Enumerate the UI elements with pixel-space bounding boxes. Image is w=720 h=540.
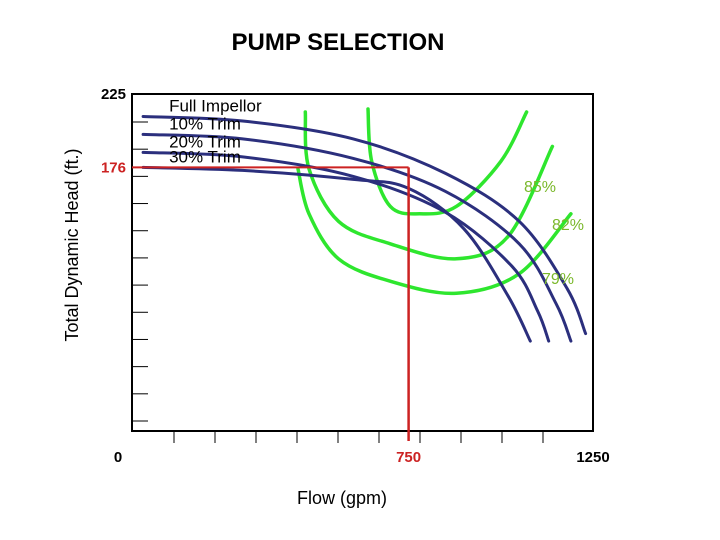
x-tick-label: 0 bbox=[114, 449, 122, 466]
pump-curve-label: 20% Trim bbox=[169, 132, 241, 151]
pump-curve bbox=[141, 115, 588, 336]
x-axis-label: Flow (gpm) bbox=[297, 488, 387, 508]
pump-curve-label: 10% Trim bbox=[169, 114, 241, 133]
pump-curve-label: 30% Trim bbox=[169, 147, 241, 166]
curves bbox=[132, 107, 588, 441]
pump-curve bbox=[141, 150, 551, 343]
efficiency-curve bbox=[366, 107, 529, 216]
x-tick-label: 750 bbox=[396, 449, 421, 466]
efficiency-curve bbox=[303, 110, 555, 261]
pump-curve bbox=[141, 132, 573, 343]
efficiency-label: 85% bbox=[524, 179, 556, 196]
plot-area bbox=[131, 93, 594, 432]
tick-marks bbox=[132, 121, 544, 443]
y-axis-label: Total Dynamic Head (ft.) bbox=[62, 148, 82, 341]
x-tick-label: 1250 bbox=[576, 449, 609, 466]
efficiency-label: 82% bbox=[552, 217, 584, 234]
y-tick-label: 225 bbox=[101, 86, 126, 103]
plot-border bbox=[131, 93, 594, 432]
efficiency-label: 79% bbox=[542, 271, 574, 288]
y-tick-label: 176 bbox=[101, 159, 126, 176]
pump-curve-label: Full Impellor bbox=[169, 96, 262, 115]
chart-title: PUMP SELECTION bbox=[232, 29, 445, 56]
